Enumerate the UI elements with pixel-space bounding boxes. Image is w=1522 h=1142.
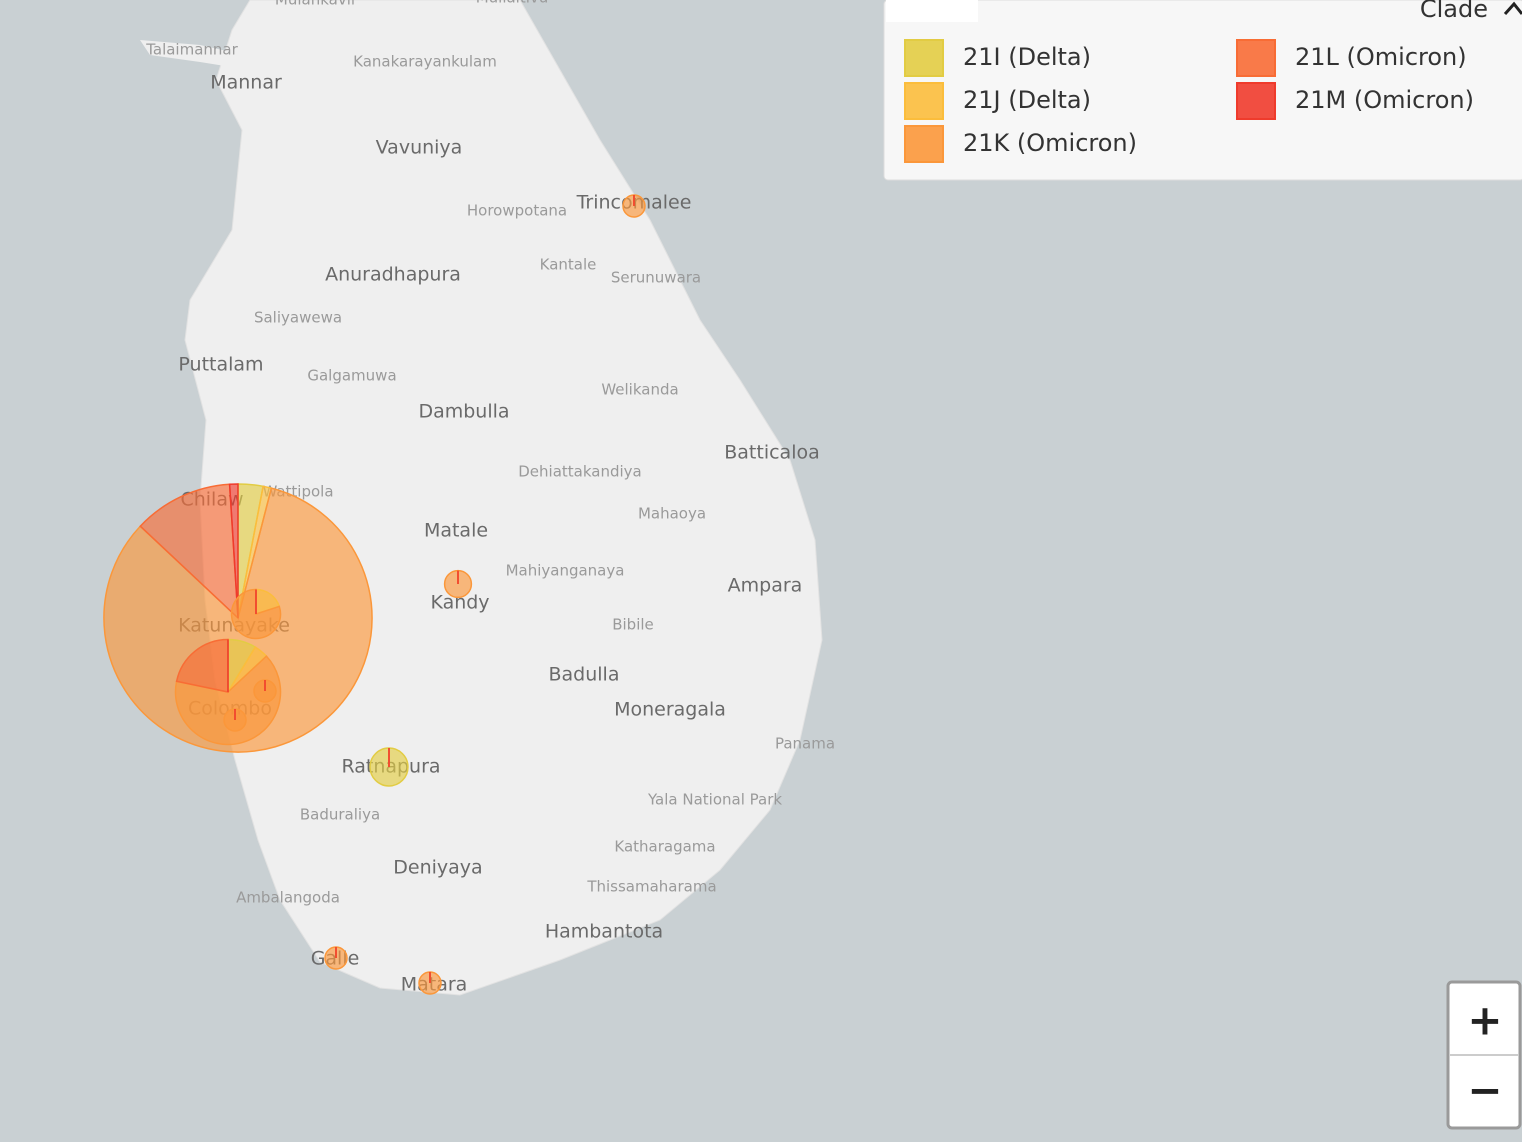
legend-label[interactable]: 21K (Omicron): [963, 129, 1137, 157]
place-label: Badulla: [549, 664, 620, 686]
legend-label[interactable]: 21J (Delta): [963, 86, 1091, 114]
place-label: Matale: [424, 520, 488, 542]
legend-label[interactable]: 21L (Omicron): [1295, 43, 1467, 71]
legend-tab: [886, 0, 978, 22]
place-label: Yala National Park: [647, 791, 782, 809]
legend-swatch[interactable]: [904, 39, 944, 77]
pies: [103, 194, 646, 995]
place-label: Puttalam: [178, 354, 263, 376]
place-label: Mulankavil: [275, 0, 355, 9]
legend-box: [883, 0, 1522, 181]
place-label: Saliyawewa: [254, 309, 342, 327]
zoom-control: + −: [1446, 980, 1522, 1130]
place-label: Talaimannar: [145, 41, 238, 59]
legend-label[interactable]: 21I (Delta): [963, 43, 1091, 71]
place-label: Mullaitivu: [476, 0, 549, 7]
place-label: Bibile: [612, 616, 654, 634]
pie-slice[interactable]: [139, 483, 239, 620]
place-label: Kanakarayankulam: [353, 53, 497, 71]
place-label: Moneragala: [614, 699, 726, 721]
legend-label[interactable]: 21M (Omicron): [1295, 86, 1474, 114]
pie-slice[interactable]: [175, 638, 229, 693]
legend-swatch[interactable]: [904, 82, 944, 120]
legend-swatch[interactable]: [1236, 39, 1276, 77]
zoom-out[interactable]: −: [1467, 1066, 1502, 1115]
place-label: Batticaloa: [724, 442, 820, 464]
place-label: Kandy: [430, 592, 489, 614]
place-label: Mahaoya: [638, 505, 706, 523]
place-label: Panama: [775, 735, 835, 753]
legend-title[interactable]: Clade: [1420, 0, 1488, 23]
place-label: Hambantota: [545, 921, 663, 943]
place-label: Thissamaharama: [586, 878, 716, 896]
pie-slice[interactable]: [230, 588, 282, 640]
legend-swatch[interactable]: [1236, 82, 1276, 120]
place-label: Anuradhapura: [325, 264, 461, 286]
legend-toggle[interactable]: [1503, 1, 1522, 16]
place-label: Dehiattakandiya: [518, 463, 641, 481]
place-label: Ambalangoda: [236, 889, 340, 907]
legend: Clade 21I (Delta) 21J (Delta) 21K (Omicron…: [883, 0, 1522, 181]
place-label: Ampara: [728, 575, 803, 597]
mannar-island: [140, 40, 250, 70]
pie-slice[interactable]: [174, 655, 282, 746]
island: [184, 0, 823, 996]
place-label: Mannar: [210, 72, 282, 94]
place-label: Deniyaya: [393, 857, 482, 879]
place-label: Baduraliya: [300, 806, 380, 824]
place-label: Kantale: [540, 256, 597, 274]
place-label: Vavuniya: [376, 137, 463, 159]
pie-slice[interactable]: [228, 483, 239, 619]
place-label: Galgamuwa: [307, 367, 396, 385]
place-labels: Mulankavil Mullaitivu Talaimannar Mannar Kan…: [145, 0, 835, 996]
place-label: Welikanda: [601, 381, 678, 399]
place-label: Horowpotana: [467, 202, 567, 220]
legend-swatch[interactable]: [904, 125, 944, 163]
place-label: Mahiyanganaya: [506, 562, 625, 580]
place-label: Dambulla: [418, 401, 509, 423]
place-label: Katharagama: [614, 838, 715, 856]
place-label: Serunuwara: [611, 269, 701, 287]
zoom-in[interactable]: +: [1467, 996, 1502, 1045]
